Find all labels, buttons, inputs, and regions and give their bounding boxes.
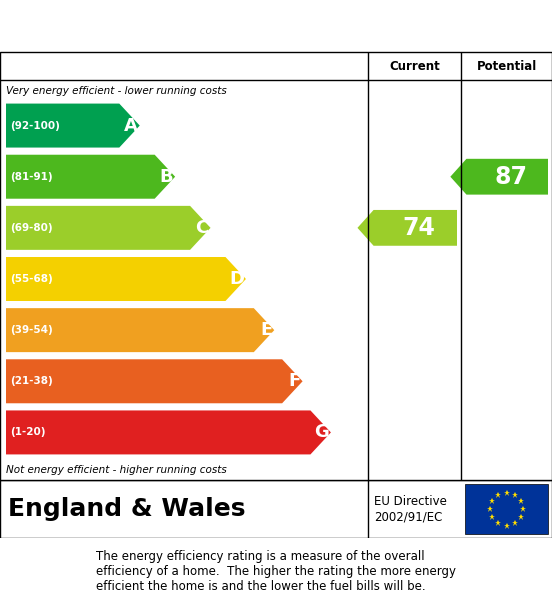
- Text: EU Directive
2002/91/EC: EU Directive 2002/91/EC: [374, 495, 447, 523]
- Text: Current: Current: [389, 59, 440, 72]
- Text: G: G: [314, 424, 329, 441]
- Polygon shape: [6, 104, 140, 148]
- Text: A: A: [124, 116, 138, 135]
- Text: 87: 87: [495, 165, 528, 189]
- Text: Very energy efficient - lower running costs: Very energy efficient - lower running co…: [6, 86, 227, 96]
- Text: (21-38): (21-38): [10, 376, 53, 386]
- Polygon shape: [6, 206, 210, 250]
- Text: (69-80): (69-80): [10, 223, 52, 233]
- Text: C: C: [195, 219, 209, 237]
- Text: D: D: [229, 270, 244, 288]
- Text: (1-20): (1-20): [10, 427, 45, 438]
- Polygon shape: [450, 159, 548, 194]
- Text: 74: 74: [403, 216, 436, 240]
- Polygon shape: [6, 257, 246, 301]
- Text: B: B: [160, 168, 173, 186]
- Text: E: E: [260, 321, 272, 339]
- Text: Potential: Potential: [476, 59, 537, 72]
- Text: (92-100): (92-100): [10, 121, 60, 131]
- Text: (81-91): (81-91): [10, 172, 52, 181]
- Polygon shape: [6, 308, 274, 352]
- Text: (55-68): (55-68): [10, 274, 53, 284]
- Polygon shape: [6, 359, 302, 403]
- Text: England & Wales: England & Wales: [8, 497, 246, 521]
- Text: Energy Efficiency Rating: Energy Efficiency Rating: [17, 14, 342, 38]
- Text: Not energy efficient - higher running costs: Not energy efficient - higher running co…: [6, 465, 227, 475]
- Text: The energy efficiency rating is a measure of the overall
efficiency of a home.  : The energy efficiency rating is a measur…: [96, 550, 456, 593]
- Bar: [465, 484, 548, 534]
- Text: F: F: [288, 372, 301, 390]
- Polygon shape: [6, 411, 331, 454]
- Polygon shape: [6, 154, 175, 199]
- Text: (39-54): (39-54): [10, 325, 53, 335]
- Polygon shape: [358, 210, 457, 246]
